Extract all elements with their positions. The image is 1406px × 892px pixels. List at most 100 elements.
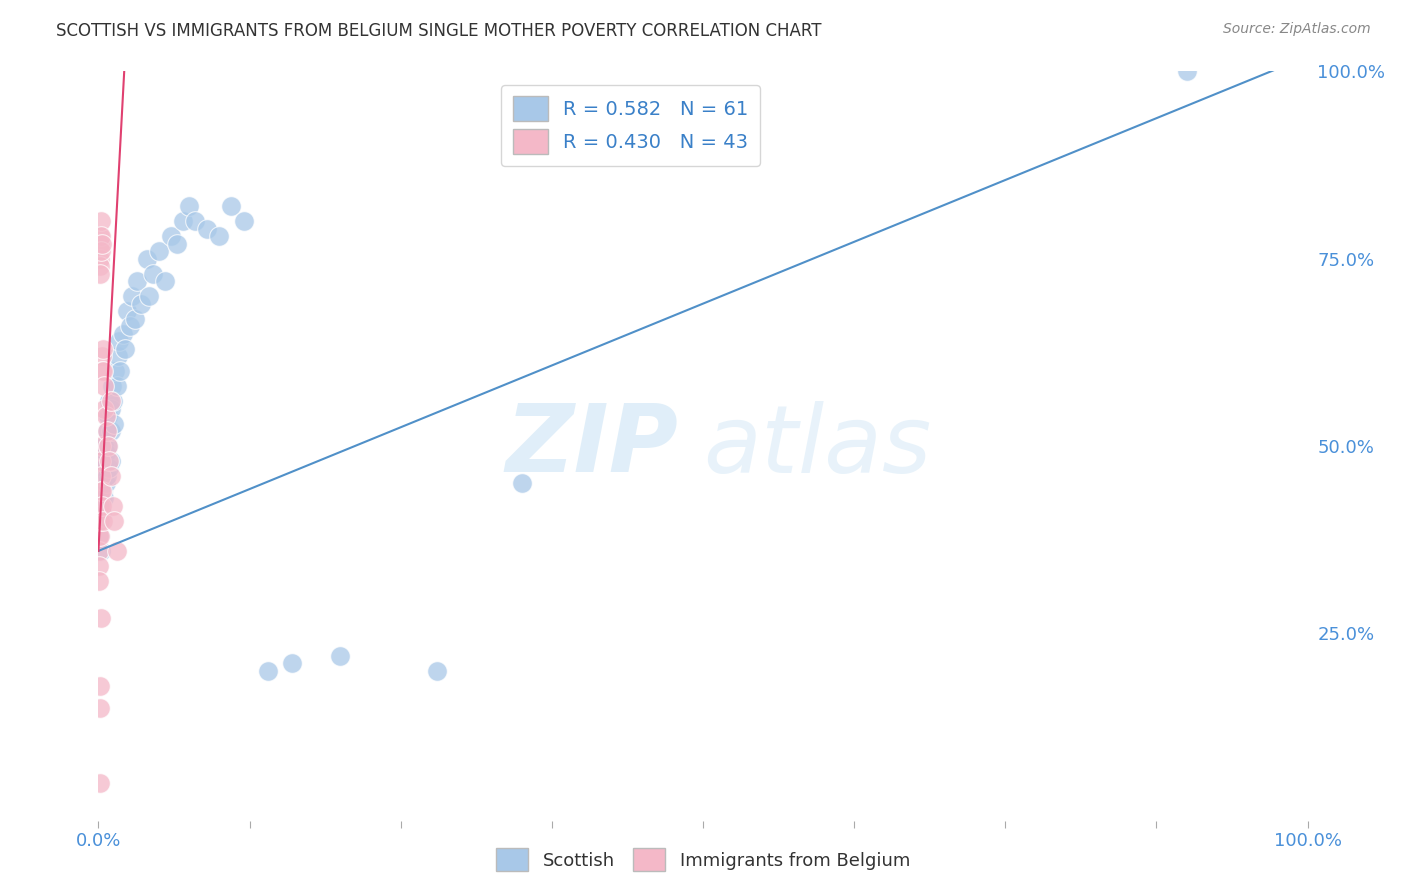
Point	[221, 199, 243, 213]
Point	[90, 244, 112, 259]
Point	[138, 289, 160, 303]
Point	[89, 236, 111, 251]
Point	[103, 417, 125, 431]
Point	[281, 657, 304, 671]
Point	[97, 439, 120, 453]
Point	[179, 199, 201, 213]
Point	[100, 454, 122, 468]
Point	[91, 454, 114, 468]
Point	[114, 342, 136, 356]
Point	[93, 401, 115, 416]
Point	[127, 274, 149, 288]
Point	[90, 483, 112, 498]
Text: atlas: atlas	[703, 401, 931, 491]
Point	[103, 514, 125, 528]
Point	[91, 364, 114, 378]
Point	[98, 394, 121, 409]
Point	[329, 648, 352, 663]
Point	[100, 379, 122, 393]
Point	[89, 259, 111, 273]
Point	[98, 461, 121, 475]
Point	[91, 236, 114, 251]
Point	[96, 424, 118, 438]
Point	[87, 544, 110, 558]
Point	[100, 424, 122, 438]
Point	[90, 439, 112, 453]
Point	[89, 514, 111, 528]
Point	[93, 379, 115, 393]
Point	[98, 454, 121, 468]
Point	[91, 507, 114, 521]
Point	[135, 252, 157, 266]
Point	[101, 394, 124, 409]
Point	[90, 611, 112, 625]
Text: Source: ZipAtlas.com: Source: ZipAtlas.com	[1223, 22, 1371, 37]
Point	[89, 776, 111, 790]
Point	[90, 499, 112, 513]
Point	[91, 476, 114, 491]
Point	[89, 514, 111, 528]
Point	[256, 664, 278, 678]
Point	[510, 476, 533, 491]
Point	[96, 469, 118, 483]
Point	[90, 469, 112, 483]
Point	[142, 267, 165, 281]
Point	[160, 229, 183, 244]
Point	[93, 491, 115, 506]
Point	[129, 296, 152, 310]
Point	[94, 476, 117, 491]
Point	[91, 469, 114, 483]
Point	[89, 574, 111, 588]
Point	[118, 319, 141, 334]
Point	[97, 439, 120, 453]
Point	[89, 252, 111, 266]
Point	[89, 529, 111, 543]
Point	[100, 469, 122, 483]
Point	[91, 349, 114, 363]
Point	[1175, 64, 1198, 78]
Point	[89, 529, 111, 543]
Legend: Scottish, Immigrants from Belgium: Scottish, Immigrants from Belgium	[488, 841, 918, 879]
Point	[101, 499, 124, 513]
Point	[91, 364, 114, 378]
Point	[100, 394, 122, 409]
Point	[89, 499, 111, 513]
Point	[105, 544, 128, 558]
Point	[172, 214, 194, 228]
Point	[208, 229, 231, 244]
Point	[93, 439, 115, 453]
Point	[90, 229, 112, 244]
Point	[91, 491, 114, 506]
Point	[184, 214, 207, 228]
Point	[195, 221, 218, 235]
Point	[93, 461, 115, 475]
Point	[90, 483, 112, 498]
Point	[89, 267, 111, 281]
Point	[91, 514, 114, 528]
Point	[87, 558, 110, 573]
Point	[117, 304, 139, 318]
Point	[107, 349, 129, 363]
Point	[426, 664, 449, 678]
Point	[100, 401, 122, 416]
Point	[111, 326, 134, 341]
Point	[91, 483, 114, 498]
Point	[166, 236, 188, 251]
Point	[89, 229, 111, 244]
Text: SCOTTISH VS IMMIGRANTS FROM BELGIUM SINGLE MOTHER POVERTY CORRELATION CHART: SCOTTISH VS IMMIGRANTS FROM BELGIUM SING…	[56, 22, 821, 40]
Point	[94, 446, 117, 460]
Point	[104, 364, 127, 378]
Point	[91, 342, 114, 356]
Point	[91, 499, 114, 513]
Point	[91, 483, 114, 498]
Point	[89, 701, 111, 715]
Point	[90, 214, 112, 228]
Point	[232, 214, 254, 228]
Legend: R = 0.582   N = 61, R = 0.430   N = 43: R = 0.582 N = 61, R = 0.430 N = 43	[501, 85, 761, 166]
Point	[87, 529, 110, 543]
Point	[96, 424, 118, 438]
Point	[153, 274, 176, 288]
Point	[124, 311, 146, 326]
Point	[148, 244, 170, 259]
Point	[108, 334, 131, 348]
